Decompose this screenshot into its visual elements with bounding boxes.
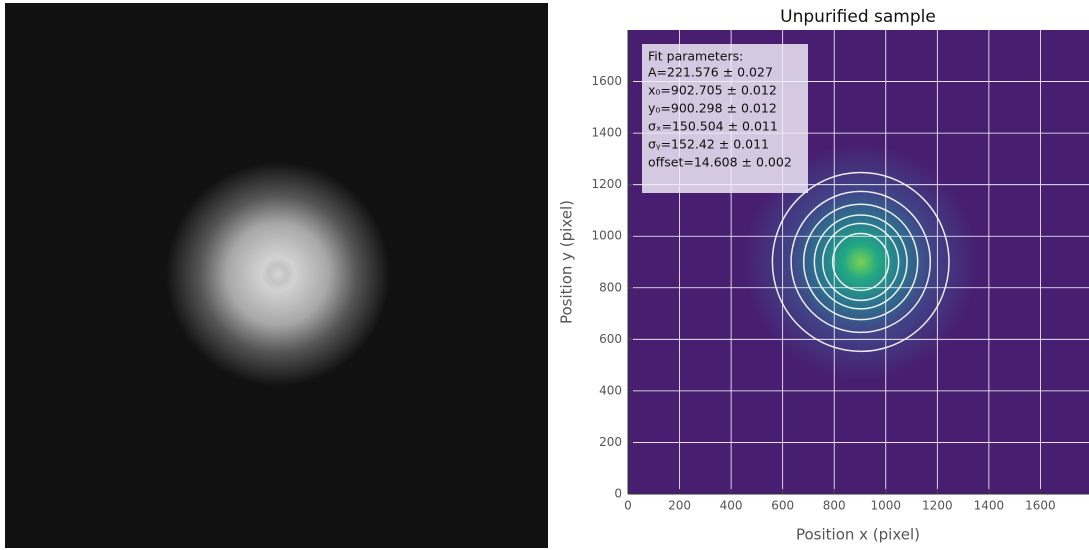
y-tick-label: 1200 bbox=[591, 177, 622, 191]
x-tick-label: 400 bbox=[720, 499, 743, 513]
x-tick-label: 1600 bbox=[1025, 499, 1056, 513]
fit-parameter: A=221.576 ± 0.027 bbox=[648, 65, 773, 80]
fit-parameter: y₀=900.298 ± 0.012 bbox=[648, 101, 777, 116]
fit-box: Fit parameters:A=221.576 ± 0.027 x₀=902.7… bbox=[642, 44, 808, 193]
y-tick-label: 800 bbox=[599, 280, 622, 294]
y-tick-label: 0 bbox=[614, 487, 622, 501]
fit-parameter: σₓ=150.504 ± 0.011 bbox=[648, 119, 778, 134]
fit-title: Fit parameters: bbox=[648, 49, 743, 64]
x-tick-label: 200 bbox=[668, 499, 691, 513]
x-tick-label: 1000 bbox=[871, 499, 902, 513]
fit-parameter: σᵧ=152.42 ± 0.011 bbox=[648, 137, 769, 152]
y-tick-label: 1600 bbox=[591, 74, 622, 88]
x-tick-label: 1200 bbox=[922, 499, 953, 513]
y-tick-label: 200 bbox=[599, 435, 622, 449]
y-tick-label: 600 bbox=[599, 332, 622, 346]
x-tick-label: 1400 bbox=[974, 499, 1005, 513]
chart-title: Unpurified sample bbox=[780, 7, 936, 27]
x-tick-label: 600 bbox=[771, 499, 794, 513]
y-tick-label: 400 bbox=[599, 383, 622, 397]
x-tick-label: 0 bbox=[624, 499, 632, 513]
fit-parameter: offset=14.608 ± 0.002 bbox=[648, 155, 792, 170]
x-axis-label: Position x (pixel) bbox=[796, 526, 920, 544]
fit-parameter: x₀=902.705 ± 0.012 bbox=[648, 83, 777, 98]
y-axis-label: Position y (pixel) bbox=[558, 200, 576, 324]
y-tick-label: 1400 bbox=[591, 126, 622, 140]
y-tick-label: 1000 bbox=[591, 229, 622, 243]
figure: Unpurified sample Position x (pixel) Pos… bbox=[0, 0, 1089, 550]
x-tick-label: 800 bbox=[823, 499, 846, 513]
beam-spot bbox=[166, 162, 390, 386]
